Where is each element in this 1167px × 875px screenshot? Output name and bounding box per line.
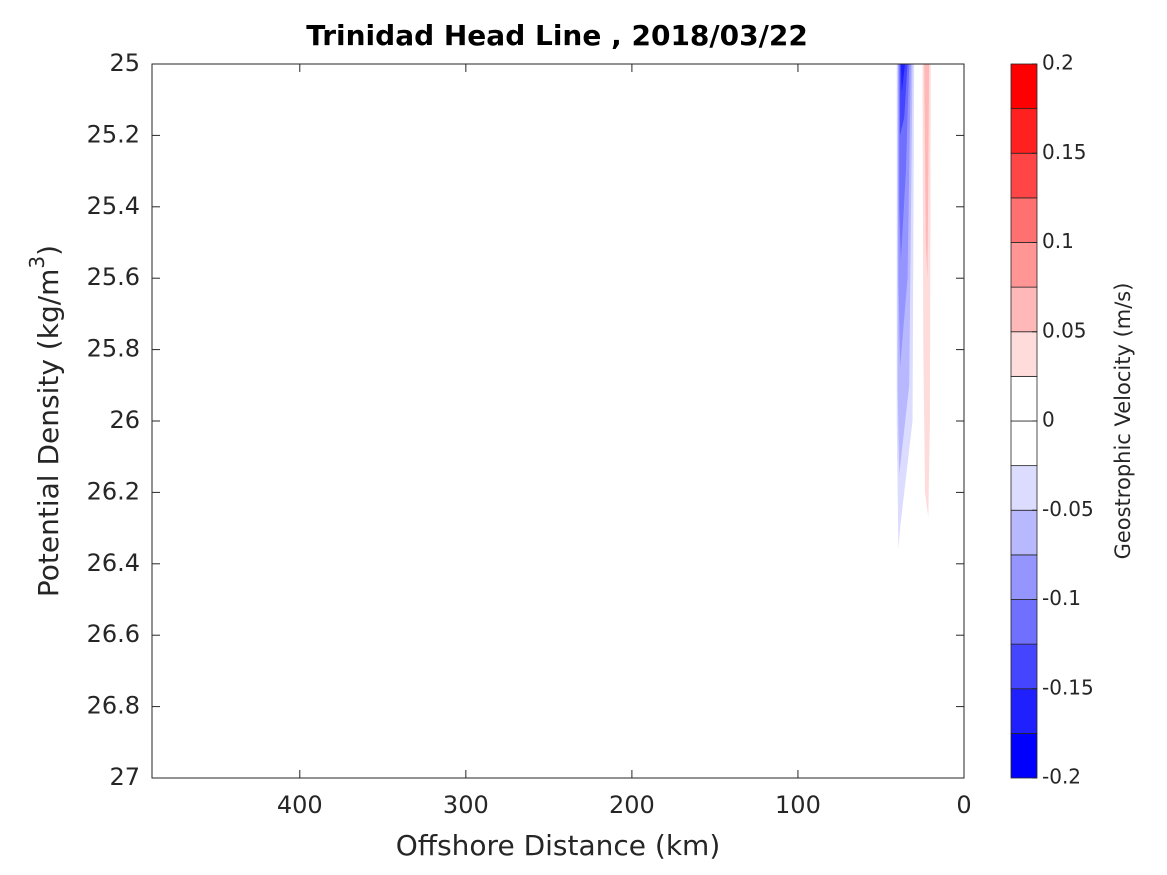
y-tick-label: 27 xyxy=(109,763,140,791)
y-tick-label: 25.2 xyxy=(87,120,140,148)
colorbar-tick-label: 0.05 xyxy=(1042,318,1087,342)
colorbar-band xyxy=(1010,242,1038,288)
colorbar-band xyxy=(1010,152,1038,199)
y-tick-label: 26 xyxy=(109,406,140,434)
x-tick-label: 400 xyxy=(277,791,323,819)
colorbar-band xyxy=(1010,643,1038,690)
colorbar-band xyxy=(1010,732,1038,779)
x-tick-label: 0 xyxy=(956,791,971,819)
x-tick-label: 100 xyxy=(775,791,821,819)
colorbar-tick-label: 0 xyxy=(1042,408,1055,432)
y-tick-label: 25.4 xyxy=(87,192,140,220)
contour-region xyxy=(924,64,930,279)
colorbar-band xyxy=(1010,375,1038,422)
colorbar-band xyxy=(1010,509,1038,556)
x-tick-label: 200 xyxy=(609,791,655,819)
x-axis-label: Offshore Distance (km) xyxy=(396,829,721,862)
colorbar-band xyxy=(1010,554,1038,600)
y-tick-label: 26.4 xyxy=(87,549,140,577)
y-tick-label: 26.8 xyxy=(87,692,140,720)
x-tick-label: 300 xyxy=(443,791,489,819)
colorbar-tick-label: -0.2 xyxy=(1042,765,1081,789)
colorbar-band xyxy=(1010,688,1038,734)
y-tick-label: 26.2 xyxy=(87,477,140,505)
y-label-end: ) xyxy=(32,245,65,256)
colorbar-band xyxy=(1010,331,1038,377)
contour-region xyxy=(900,64,906,93)
colorbar-band xyxy=(1010,197,1038,243)
colorbar-band xyxy=(1010,599,1038,645)
y-tick-label: 25 xyxy=(109,49,140,77)
colorbar-tick-label: -0.05 xyxy=(1042,497,1094,521)
chart-title: Trinidad Head Line , 2018/03/22 xyxy=(306,19,808,52)
plot-frame xyxy=(151,63,965,779)
colorbar-tick-label: 0.15 xyxy=(1042,140,1087,164)
contour-region xyxy=(922,64,931,518)
colorbar-band xyxy=(1010,63,1038,110)
colorbar-band xyxy=(1010,286,1038,333)
colorbar-band xyxy=(1010,108,1038,154)
y-tick-label: 26.6 xyxy=(87,620,140,648)
colorbar-tick-label: 0.2 xyxy=(1042,51,1074,75)
y-tick-label: 25.6 xyxy=(87,263,140,291)
y-label-text: Potential Density (kg/m xyxy=(32,269,65,598)
y-tick-label: 25.8 xyxy=(87,335,140,363)
colorbar-band xyxy=(1010,465,1038,511)
colorbar-tick-label: -0.1 xyxy=(1042,586,1081,610)
y-axis-label: Potential Density (kg/m3) xyxy=(25,245,66,597)
colorbar-tick-label: -0.15 xyxy=(1042,675,1094,699)
colorbar-label: Geostrophic Velocity (m/s) xyxy=(1111,283,1135,560)
colorbar-band xyxy=(1010,420,1038,467)
colorbar-tick-label: 0.1 xyxy=(1042,229,1074,253)
y-label-sup: 3 xyxy=(25,256,49,269)
